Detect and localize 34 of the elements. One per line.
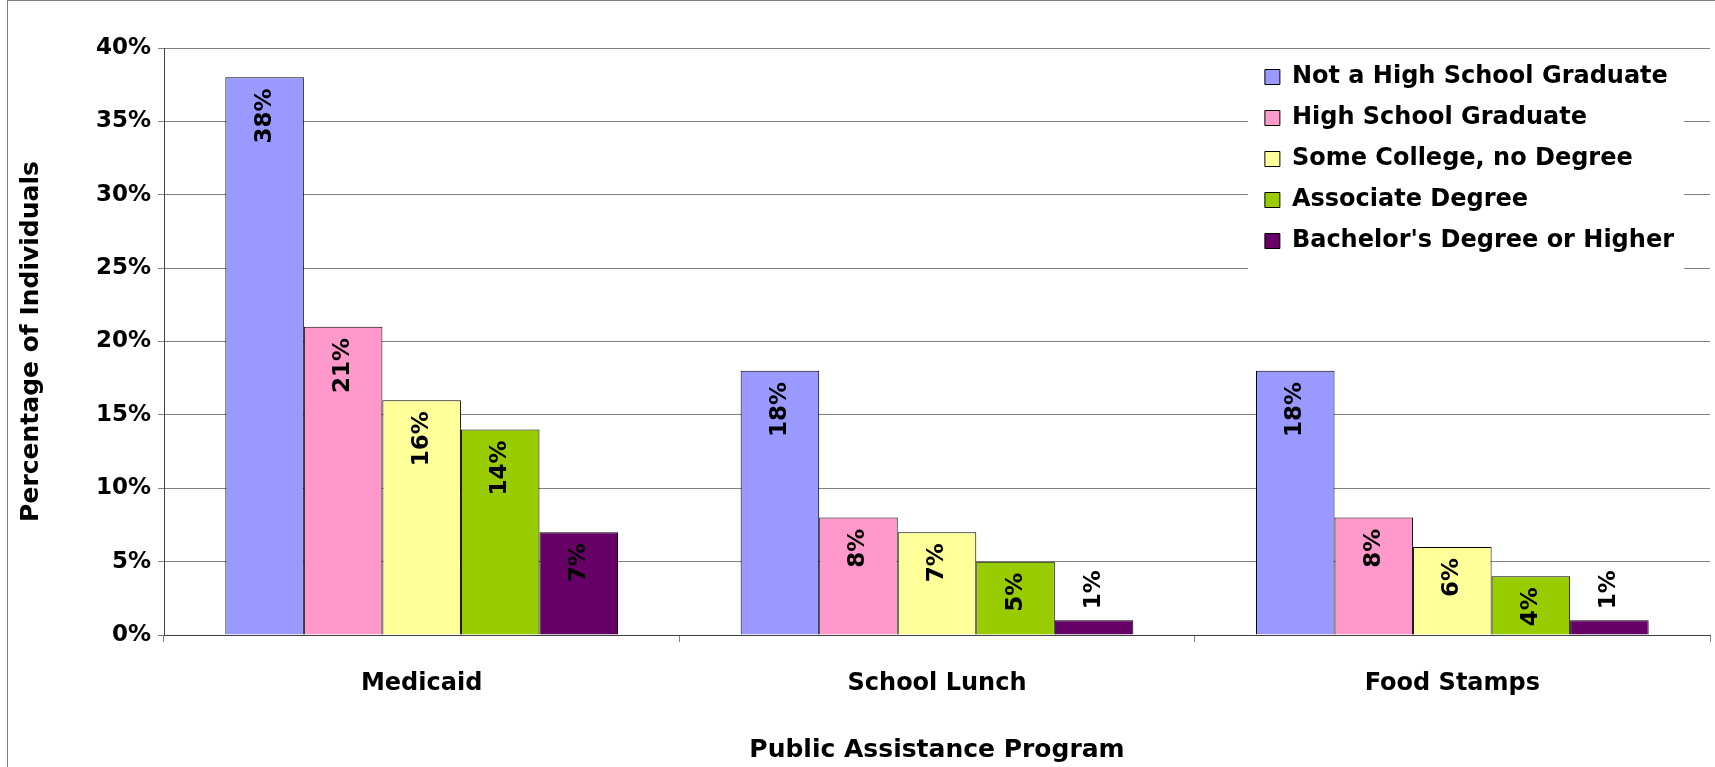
x-tick-label: Food Stamps	[1364, 667, 1541, 696]
data-label: 14%	[485, 440, 512, 496]
y-tick-label: 30%	[95, 179, 151, 206]
y-axis-title: Percentage of Individuals	[14, 161, 44, 522]
y-tick-label: 5%	[111, 546, 151, 573]
y-tick-label: 0%	[111, 619, 151, 646]
data-label: 7%	[563, 543, 590, 583]
data-label: 8%	[1358, 528, 1385, 568]
data-label: 18%	[1280, 381, 1307, 437]
y-tick-label: 40%	[95, 32, 151, 59]
data-label: 7%	[921, 543, 948, 583]
y-tick-label: 10%	[95, 473, 151, 500]
data-label: 8%	[843, 528, 870, 568]
legend-label: Some College, no Degree	[1291, 143, 1633, 172]
x-tick-label: School Lunch	[847, 667, 1027, 696]
legend-label: Not a High School Graduate	[1291, 61, 1668, 90]
y-tick-label: 15%	[95, 399, 151, 426]
x-axis-title: Public Assistance Program	[749, 733, 1125, 763]
data-label: 1%	[1594, 570, 1621, 610]
data-label: 18%	[764, 381, 791, 437]
y-tick-label: 35%	[95, 106, 151, 133]
data-label: 38%	[249, 88, 276, 144]
y-tick-label: 20%	[95, 326, 151, 353]
data-label: 16%	[406, 411, 433, 467]
data-label: 5%	[1000, 572, 1027, 612]
x-tick-label: Medicaid	[360, 667, 483, 696]
y-tick-label: 25%	[95, 253, 151, 280]
legend-label: Associate Degree	[1291, 184, 1529, 213]
data-label: 6%	[1437, 557, 1464, 598]
data-label: 1%	[1079, 570, 1106, 610]
legend-label: High School Graduate	[1291, 102, 1587, 131]
data-label: 4%	[1515, 587, 1542, 627]
legend-label: Bachelor's Degree or Higher	[1291, 225, 1675, 254]
data-label: 21%	[328, 337, 355, 393]
